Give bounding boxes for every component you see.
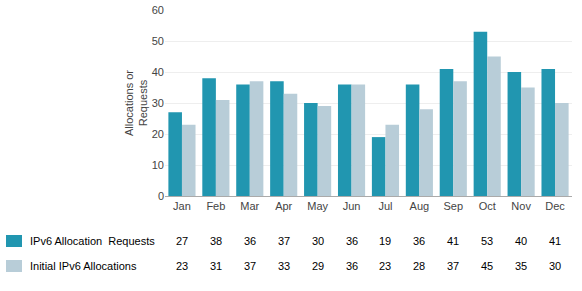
svg-text:19: 19 xyxy=(379,235,391,247)
svg-text:23: 23 xyxy=(379,260,391,272)
svg-text:36: 36 xyxy=(346,260,358,272)
svg-text:10: 10 xyxy=(152,159,164,171)
svg-text:36: 36 xyxy=(244,235,256,247)
svg-text:40: 40 xyxy=(515,235,527,247)
svg-text:30: 30 xyxy=(312,235,324,247)
svg-text:37: 37 xyxy=(278,235,290,247)
svg-text:50: 50 xyxy=(152,35,164,47)
svg-text:IPv6 Allocation Requests: IPv6 Allocation Requests xyxy=(30,235,155,247)
svg-text:60: 60 xyxy=(152,4,164,16)
svg-text:May: May xyxy=(307,200,328,212)
svg-text:Dec: Dec xyxy=(545,200,565,212)
svg-text:29: 29 xyxy=(312,260,324,272)
svg-text:27: 27 xyxy=(176,235,188,247)
svg-text:36: 36 xyxy=(413,235,425,247)
svg-text:30: 30 xyxy=(152,97,164,109)
svg-text:23: 23 xyxy=(176,260,188,272)
svg-text:37: 37 xyxy=(447,260,459,272)
svg-text:Apr: Apr xyxy=(275,200,292,212)
svg-text:36: 36 xyxy=(346,235,358,247)
svg-text:Sep: Sep xyxy=(444,200,464,212)
svg-text:53: 53 xyxy=(481,235,493,247)
svg-text:0: 0 xyxy=(158,190,164,202)
svg-text:Jul: Jul xyxy=(378,200,392,212)
svg-text:Feb: Feb xyxy=(206,200,225,212)
svg-text:33: 33 xyxy=(278,260,290,272)
svg-text:Oct: Oct xyxy=(479,200,496,212)
svg-text:37: 37 xyxy=(244,260,256,272)
svg-text:31: 31 xyxy=(210,260,222,272)
svg-text:Jan: Jan xyxy=(173,200,191,212)
svg-text:38: 38 xyxy=(210,235,222,247)
svg-text:41: 41 xyxy=(447,235,459,247)
svg-text:28: 28 xyxy=(413,260,425,272)
svg-text:Mar: Mar xyxy=(240,200,259,212)
svg-text:Allocations orRequests: Allocations orRequests xyxy=(123,70,149,136)
svg-text:20: 20 xyxy=(152,128,164,140)
svg-text:41: 41 xyxy=(549,235,561,247)
svg-text:Initial IPv6 Allocations: Initial IPv6 Allocations xyxy=(30,260,137,272)
svg-text:40: 40 xyxy=(152,66,164,78)
svg-text:Nov: Nov xyxy=(511,200,531,212)
svg-text:30: 30 xyxy=(549,260,561,272)
svg-text:Jun: Jun xyxy=(343,200,361,212)
svg-text:45: 45 xyxy=(481,260,493,272)
svg-text:Aug: Aug xyxy=(410,200,430,212)
svg-text:35: 35 xyxy=(515,260,527,272)
